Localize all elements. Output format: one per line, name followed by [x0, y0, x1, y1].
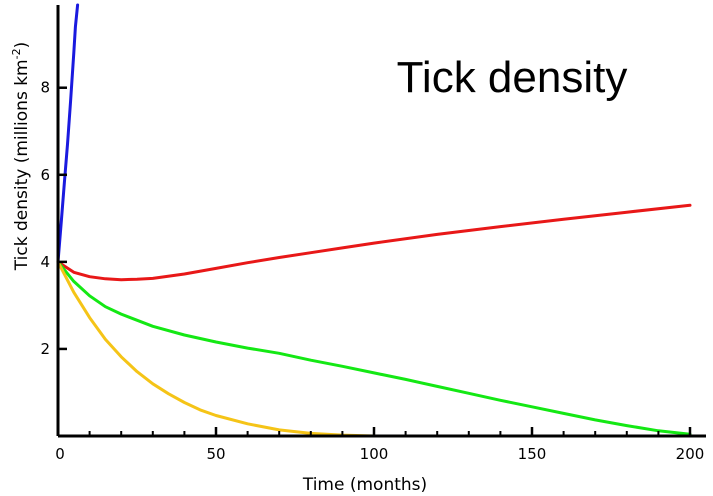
x-axis-title: Time (months)	[302, 475, 427, 495]
y-tick-label: 4	[40, 253, 50, 271]
y-axis-title-sup: -2	[10, 48, 23, 59]
y-axis-title-text: Tick density (millions km	[12, 59, 32, 271]
y-tick-label: 8	[40, 79, 50, 97]
axes	[56, 5, 706, 438]
series-layer	[56, 3, 692, 438]
y-axis-title-close: )	[12, 42, 32, 49]
y-axis-title: Tick density (millions km-2)	[10, 42, 32, 271]
series-line-1	[56, 3, 80, 264]
x-tick-label: 50	[206, 445, 225, 463]
y-tick-label: 2	[40, 340, 50, 358]
y-tick-label: 6	[40, 166, 50, 184]
x-tick-label: 0	[55, 445, 65, 463]
x-tick-label: 150	[518, 445, 547, 463]
series-line-2	[56, 203, 692, 282]
x-tick-label: 100	[360, 445, 389, 463]
chart-title: Tick density	[397, 53, 628, 102]
ticks: 0 50 100 150 200 2 4 6 8	[40, 79, 704, 463]
x-tick-label: 200	[676, 445, 705, 463]
series-line-3	[56, 260, 692, 436]
series-line-4	[56, 260, 408, 438]
